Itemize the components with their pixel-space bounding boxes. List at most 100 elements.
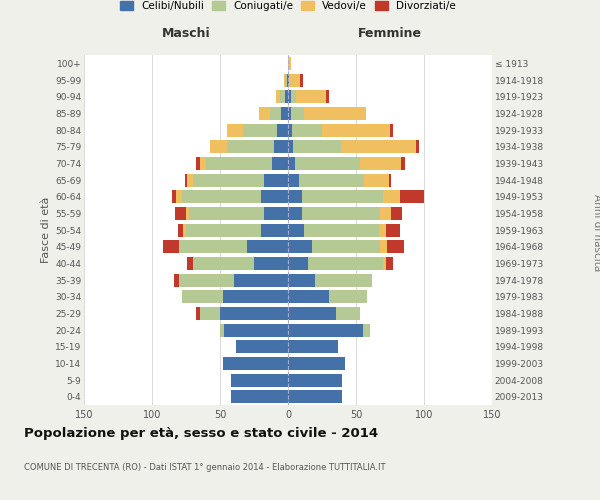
Bar	[292, 124, 322, 136]
Bar	[263, 207, 288, 220]
Bar	[220, 307, 288, 320]
Bar	[302, 190, 383, 203]
Bar	[223, 357, 288, 370]
Bar	[288, 190, 302, 203]
Bar	[288, 74, 289, 86]
Bar	[302, 207, 380, 220]
Bar	[179, 240, 247, 253]
Bar	[272, 157, 288, 170]
Bar	[416, 140, 419, 153]
Bar	[335, 307, 360, 320]
Bar	[172, 190, 176, 203]
Bar	[220, 324, 224, 336]
Bar	[183, 224, 186, 236]
Bar	[390, 124, 393, 136]
Text: Femmine: Femmine	[358, 27, 422, 40]
Bar	[293, 140, 341, 153]
Bar	[288, 390, 343, 403]
Text: Popolazione per età, sesso e stato civile - 2014: Popolazione per età, sesso e stato civil…	[24, 428, 378, 440]
Bar	[383, 257, 386, 270]
Bar	[224, 324, 288, 336]
Bar	[206, 157, 272, 170]
Bar	[288, 290, 329, 303]
Bar	[289, 74, 300, 86]
Bar	[280, 90, 285, 103]
Bar	[189, 207, 263, 220]
Bar	[187, 174, 193, 186]
Bar	[233, 274, 288, 286]
Text: Anni di nascita: Anni di nascita	[592, 194, 600, 271]
Bar	[243, 124, 277, 136]
Bar	[291, 90, 296, 103]
Bar	[185, 174, 187, 186]
Bar	[236, 340, 288, 353]
Bar	[383, 190, 400, 203]
Bar	[315, 274, 373, 286]
Bar	[176, 190, 182, 203]
Bar	[227, 124, 243, 136]
Bar	[288, 357, 345, 370]
Bar	[288, 174, 299, 186]
Bar	[313, 240, 380, 253]
Bar	[231, 390, 288, 403]
Bar	[200, 307, 220, 320]
Text: COMUNE DI TRECENTA (RO) - Dati ISTAT 1° gennaio 2014 - Elaborazione TUTTITALIA.I: COMUNE DI TRECENTA (RO) - Dati ISTAT 1° …	[24, 462, 386, 471]
Bar	[295, 157, 360, 170]
Bar	[363, 324, 370, 336]
Bar	[329, 290, 367, 303]
Bar	[380, 240, 387, 253]
Bar	[389, 174, 391, 186]
Bar	[401, 157, 405, 170]
Bar	[288, 307, 335, 320]
Bar	[196, 307, 200, 320]
Bar	[288, 340, 338, 353]
Bar	[196, 157, 200, 170]
Bar	[308, 257, 383, 270]
Text: Maschi: Maschi	[161, 27, 211, 40]
Bar	[163, 240, 179, 253]
Bar	[187, 257, 193, 270]
Bar	[288, 257, 308, 270]
Bar	[288, 107, 291, 120]
Bar	[379, 224, 386, 236]
Bar	[281, 107, 288, 120]
Bar	[231, 374, 288, 386]
Bar	[271, 107, 281, 120]
Bar	[174, 274, 179, 286]
Bar	[285, 74, 287, 86]
Bar	[211, 140, 227, 153]
Bar	[296, 90, 326, 103]
Bar	[288, 90, 291, 103]
Y-axis label: Fasce di età: Fasce di età	[41, 197, 51, 263]
Bar	[326, 90, 329, 103]
Bar	[193, 257, 254, 270]
Bar	[287, 74, 288, 86]
Bar	[387, 240, 404, 253]
Bar	[193, 174, 263, 186]
Bar	[182, 290, 223, 303]
Bar	[285, 90, 288, 103]
Bar	[261, 190, 288, 203]
Bar	[300, 74, 303, 86]
Bar	[175, 207, 186, 220]
Bar	[274, 140, 288, 153]
Bar	[288, 207, 302, 220]
Bar	[277, 124, 288, 136]
Bar	[276, 90, 280, 103]
Bar	[263, 174, 288, 186]
Bar	[247, 240, 288, 253]
Bar	[304, 107, 365, 120]
Bar	[261, 224, 288, 236]
Bar	[380, 207, 391, 220]
Bar	[322, 124, 390, 136]
Bar	[227, 140, 274, 153]
Bar	[386, 257, 393, 270]
Bar	[288, 157, 295, 170]
Bar	[291, 107, 304, 120]
Bar	[400, 190, 424, 203]
Bar	[360, 157, 401, 170]
Bar	[386, 224, 400, 236]
Bar	[364, 174, 389, 186]
Bar	[299, 174, 364, 186]
Bar	[259, 107, 271, 120]
